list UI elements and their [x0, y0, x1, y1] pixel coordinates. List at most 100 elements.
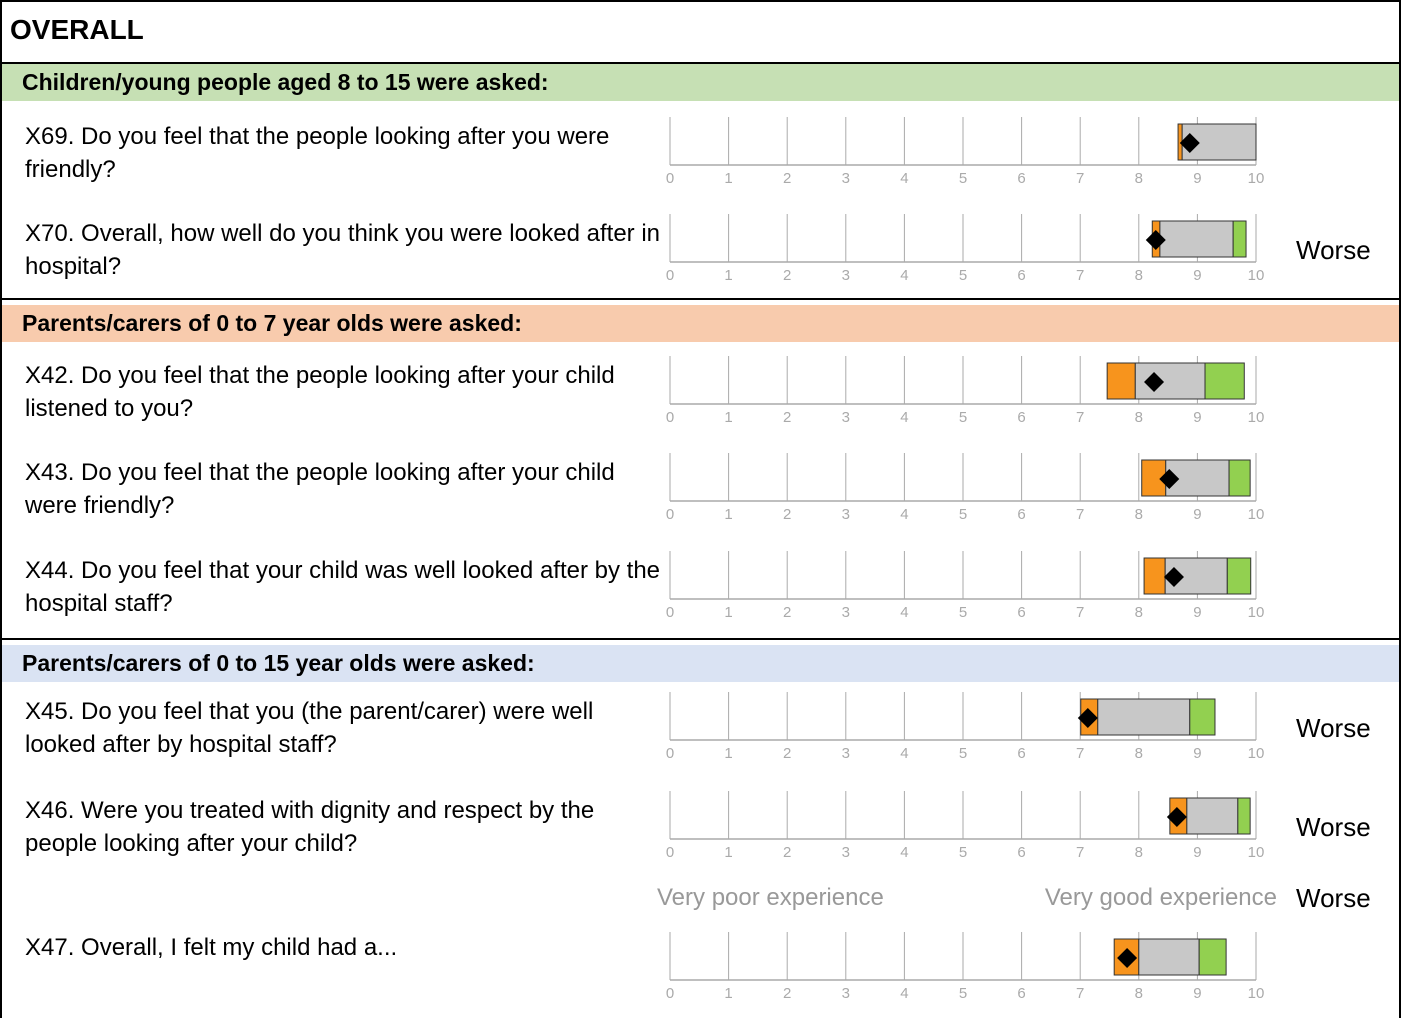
- tick-label: 9: [1193, 844, 1201, 861]
- separator: [0, 638, 1401, 640]
- tick-label: 10: [1248, 506, 1265, 523]
- tick-label: 7: [1076, 409, 1084, 426]
- score-diamond: [1159, 469, 1180, 489]
- result: Worse: [1296, 812, 1371, 842]
- separator: [0, 62, 1401, 64]
- score-diamond: [1077, 708, 1098, 728]
- green-band: [1189, 698, 1216, 736]
- result: Worse: [1296, 883, 1371, 913]
- tick-label: 5: [959, 170, 967, 187]
- tick-label: 8: [1135, 506, 1143, 523]
- score-diamond: [1145, 230, 1166, 250]
- tick-label: 8: [1135, 745, 1143, 762]
- tick-label: 3: [842, 170, 850, 187]
- tick-label: 9: [1193, 409, 1201, 426]
- tick-label: 4: [900, 604, 908, 621]
- tick-label: 0: [666, 409, 674, 426]
- tick-label: 5: [959, 985, 967, 1002]
- tick-label: 8: [1135, 267, 1143, 284]
- question: X46. Were you treated with dignity and r…: [25, 797, 595, 857]
- tick-label: 10: [1248, 409, 1265, 426]
- separator: [0, 298, 1401, 300]
- tick-label: 6: [1017, 844, 1025, 861]
- green-band: [1232, 220, 1247, 258]
- tick-label: 9: [1193, 170, 1201, 187]
- tick-label: 6: [1017, 170, 1025, 187]
- tick-label: 9: [1193, 506, 1201, 523]
- green-band: [1198, 938, 1227, 976]
- tick-label: 3: [842, 409, 850, 426]
- tick-label: 10: [1248, 844, 1265, 861]
- tick-label: 6: [1017, 409, 1025, 426]
- grey-band: [1164, 557, 1228, 595]
- tick-label: 5: [959, 604, 967, 621]
- tick-label: 10: [1248, 604, 1265, 621]
- question: X43. Do you feel that the people looking…: [25, 459, 615, 519]
- tick-label: 2: [783, 267, 791, 284]
- tick-label: 7: [1076, 506, 1084, 523]
- tick-label: 6: [1017, 745, 1025, 762]
- score-diamond: [1166, 807, 1187, 827]
- tick-label: 1: [724, 745, 732, 762]
- tick-label: 0: [666, 604, 674, 621]
- tick-label: 5: [959, 267, 967, 284]
- tick-label: 3: [842, 745, 850, 762]
- tick-label: 0: [666, 267, 674, 284]
- score-diamond: [1179, 133, 1200, 153]
- tick-label: 4: [900, 267, 908, 284]
- tick-label: 8: [1135, 985, 1143, 1002]
- question: X70. Overall, how well do you think you …: [25, 220, 661, 280]
- tick-label: 4: [900, 170, 908, 187]
- tick-label: 5: [959, 844, 967, 861]
- section-heading: Parents/carers of 0 to 15 year olds were…: [2, 645, 1399, 682]
- tick-label: 2: [783, 170, 791, 187]
- score-diamond: [1117, 948, 1138, 968]
- tick-label: 1: [724, 985, 732, 1002]
- tick-label: 7: [1076, 844, 1084, 861]
- page-title: OVERALL: [10, 14, 144, 45]
- orange-band: [1143, 557, 1166, 595]
- tick-label: 1: [724, 170, 732, 187]
- tick-label: 1: [724, 506, 732, 523]
- grey-band: [1097, 698, 1191, 736]
- tick-label: 3: [842, 604, 850, 621]
- tick-label: 0: [666, 745, 674, 762]
- section-heading: Parents/carers of 0 to 7 year olds were …: [2, 305, 1399, 342]
- tick-label: 6: [1017, 985, 1025, 1002]
- tick-label: 7: [1076, 170, 1084, 187]
- low-label: Very poor experience: [657, 884, 884, 911]
- tick-label: 1: [724, 409, 732, 426]
- tick-label: 7: [1076, 267, 1084, 284]
- tick-label: 5: [959, 409, 967, 426]
- tick-label: 7: [1076, 604, 1084, 621]
- score-diamond: [1144, 372, 1165, 392]
- result: Worse: [1296, 713, 1371, 743]
- tick-label: 2: [783, 506, 791, 523]
- high-label: Very good experience: [1044, 884, 1277, 911]
- tick-label: 3: [842, 844, 850, 861]
- green-band: [1204, 362, 1245, 400]
- tick-label: 6: [1017, 506, 1025, 523]
- question: X69. Do you feel that the people looking…: [25, 123, 610, 183]
- tick-label: 7: [1076, 745, 1084, 762]
- tick-label: 2: [783, 604, 791, 621]
- tick-label: 2: [783, 409, 791, 426]
- tick-label: 5: [959, 745, 967, 762]
- tick-label: 2: [783, 985, 791, 1002]
- tick-label: 0: [666, 506, 674, 523]
- tick-label: 10: [1248, 985, 1265, 1002]
- tick-label: 9: [1193, 267, 1201, 284]
- green-band: [1226, 557, 1252, 595]
- tick-label: 4: [900, 506, 908, 523]
- tick-label: 3: [842, 267, 850, 284]
- tick-label: 1: [724, 844, 732, 861]
- tick-label: 2: [783, 844, 791, 861]
- tick-label: 10: [1248, 267, 1265, 284]
- tick-label: 8: [1135, 170, 1143, 187]
- tick-label: 7: [1076, 985, 1084, 1002]
- orange-band: [1106, 362, 1136, 400]
- green-band: [1237, 797, 1251, 835]
- tick-label: 0: [666, 844, 674, 861]
- tick-label: 2: [783, 745, 791, 762]
